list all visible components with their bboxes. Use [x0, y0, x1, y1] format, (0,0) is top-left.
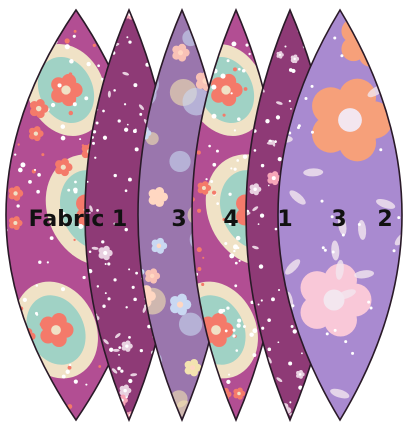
panel-label-1: Fabric 1 — [29, 207, 128, 232]
panel-label-5: 3 — [331, 207, 346, 232]
panel-label-6: 2 — [377, 207, 392, 232]
panel-label-2: 3 — [171, 207, 186, 232]
panel-label-4: 1 — [277, 207, 292, 232]
fabric-panel-outline-6 — [277, 8, 403, 422]
panel-label-3: 4 — [223, 207, 238, 232]
